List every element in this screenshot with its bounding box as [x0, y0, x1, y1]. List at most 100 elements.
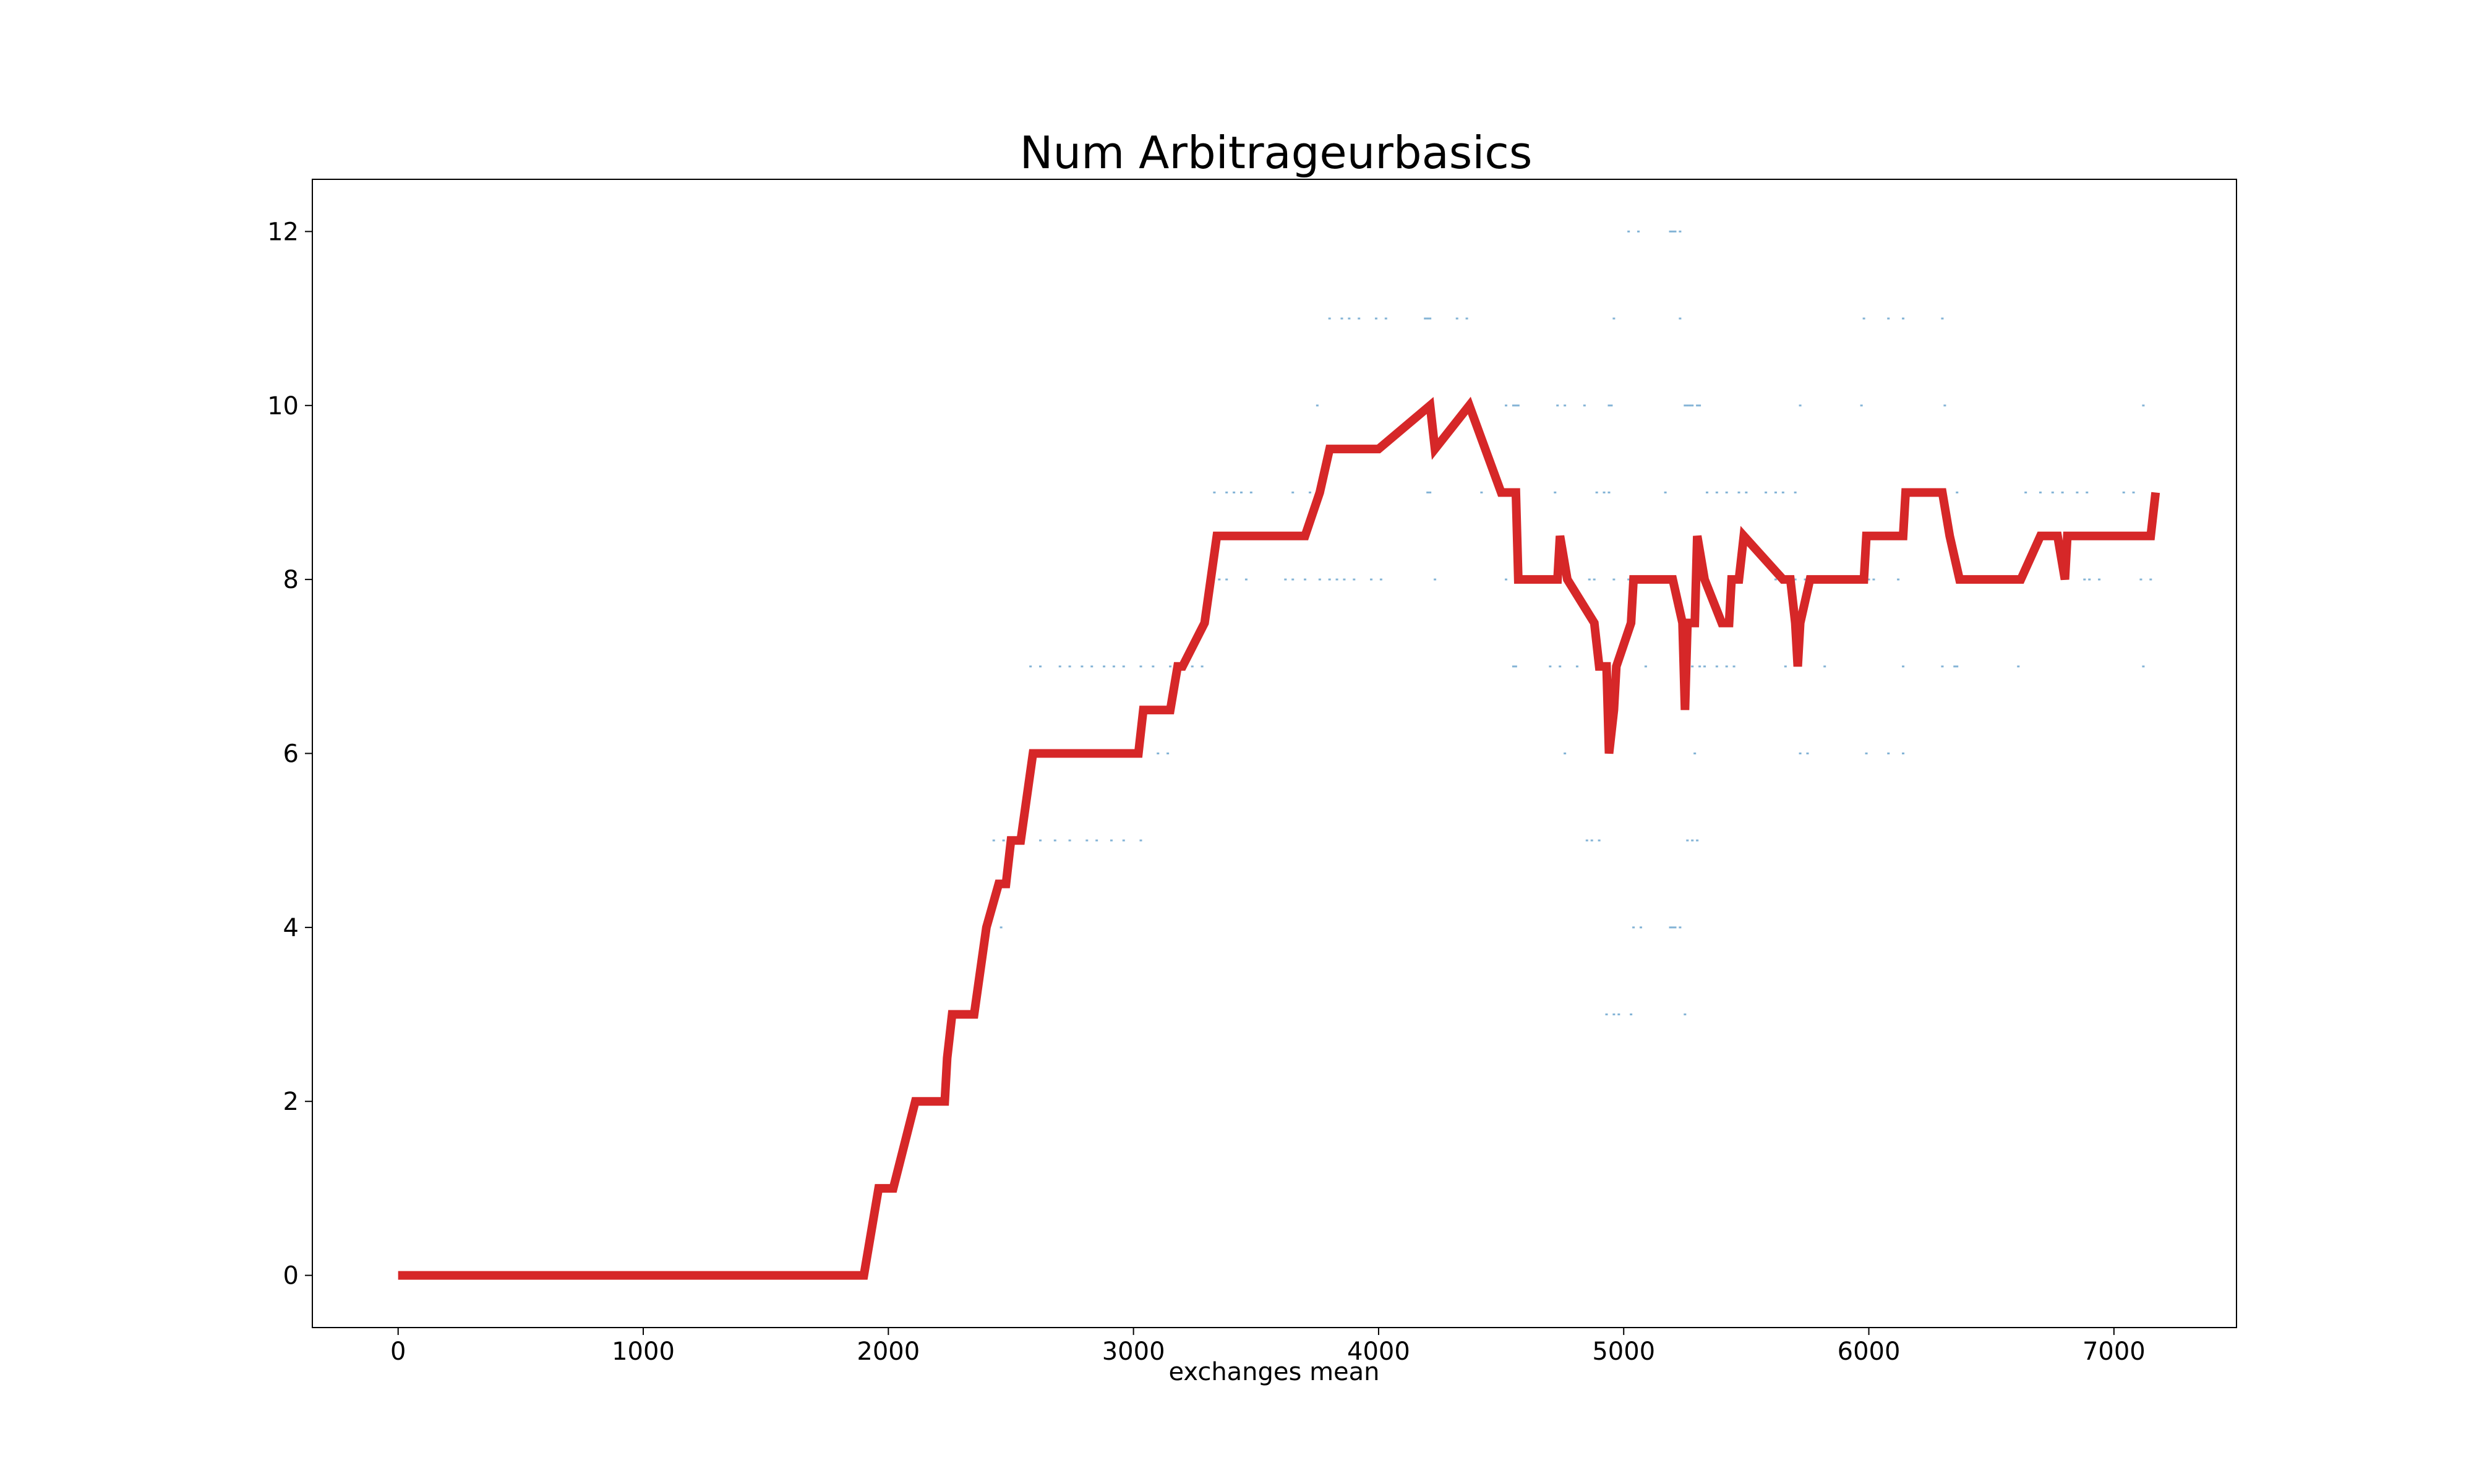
scatter-point: [1671, 230, 1674, 232]
scatter-point: [1429, 317, 1432, 320]
x-tick-label: 4000: [1347, 1337, 1410, 1366]
scatter-point: [1674, 230, 1677, 232]
scatter-point: [1627, 578, 1630, 581]
scatter-point: [1112, 665, 1115, 668]
scatter-point: [2149, 578, 2152, 581]
scatter-point: [1585, 839, 1588, 842]
scatter-point: [1514, 665, 1517, 668]
scatter-point: [1669, 926, 1672, 929]
scatter-point: [1169, 665, 1172, 668]
scatter-point: [1426, 491, 1429, 493]
scatter-point: [1455, 317, 1458, 320]
scatter-point: [1575, 665, 1578, 668]
scatter-point: [1799, 753, 1802, 754]
scatter-point: [1090, 665, 1094, 668]
scatter-point: [1732, 665, 1736, 668]
scatter-point: [1384, 317, 1387, 320]
scatter-point: [1328, 578, 1331, 581]
scatter-point: [1941, 317, 1944, 320]
scatter-point: [1505, 404, 1508, 407]
scatter-point: [1068, 839, 1071, 842]
scatter-point: [1630, 1013, 1633, 1016]
scatter-point: [1664, 491, 1667, 493]
scatter-point: [1804, 578, 1807, 581]
scatter-point: [1595, 491, 1598, 493]
scatter-point: [1429, 491, 1432, 493]
scatter-point: [1644, 665, 1647, 668]
scatter-point: [1612, 578, 1616, 581]
scatter-point: [1725, 665, 1728, 668]
scatter-point: [992, 839, 995, 842]
scatter-point: [1956, 491, 1959, 493]
scatter-point: [1564, 404, 1567, 407]
scatter-point: [1348, 317, 1351, 320]
scatter-point: [1693, 753, 1697, 754]
scatter-point: [1691, 839, 1694, 842]
scatter-point: [2061, 491, 2064, 493]
scatter-point: [1505, 578, 1508, 581]
scatter-point: [1617, 1013, 1620, 1016]
scatter-point: [1941, 665, 1944, 668]
scatter-point: [1424, 317, 1427, 320]
scatter-point: [1139, 839, 1142, 842]
scatter-point: [2098, 578, 2101, 581]
scatter-point: [1249, 491, 1252, 493]
scatter-point: [1514, 404, 1517, 407]
chart-title: Num Arbitrageurbasics: [1020, 127, 1533, 179]
scatter-point: [1823, 665, 1826, 668]
scatter-point: [1379, 578, 1382, 581]
scatter-point: [1218, 578, 1221, 581]
scatter-point: [1691, 665, 1694, 668]
scatter-point: [1593, 578, 1596, 581]
scatter-point: [1598, 839, 1601, 842]
scatter-point: [2076, 491, 2079, 493]
scatter-point: [1686, 404, 1689, 407]
scatter-point: [1039, 665, 1042, 668]
scatter-point: [1897, 578, 1900, 581]
y-tick-label: 2: [283, 1088, 299, 1116]
scatter-point: [1353, 578, 1356, 581]
scatter-point: [1703, 665, 1706, 668]
scatter-point: [1715, 665, 1718, 668]
scatter-point: [1865, 753, 1868, 754]
scatter-point: [1328, 317, 1331, 320]
scatter-point: [1674, 926, 1677, 929]
scatter-point: [1953, 665, 1956, 668]
scatter-point: [1715, 491, 1718, 493]
y-tick-label: 10: [267, 392, 299, 420]
scatter-point: [1745, 491, 1748, 493]
scatter-point: [1343, 578, 1346, 581]
scatter-point: [1612, 317, 1616, 320]
scatter-point: [1794, 578, 1797, 581]
scatter-point: [1335, 578, 1338, 581]
scatter-point: [1512, 404, 1515, 407]
line-series: [398, 396, 2160, 1280]
scatter-point: [1370, 578, 1373, 581]
scatter-point: [1068, 665, 1071, 668]
scatter-point: [1696, 839, 1699, 842]
x-tick-label: 1000: [612, 1337, 675, 1366]
scatter-point: [1799, 404, 1802, 407]
scatter-point: [1765, 491, 1768, 493]
scatter-point: [1632, 926, 1635, 929]
scatter-point: [1304, 578, 1307, 581]
scatter-point: [999, 926, 1003, 929]
scatter-point: [1583, 404, 1586, 407]
plot-area: [398, 230, 2160, 1280]
scatter-point: [2132, 491, 2135, 493]
scatter-point: [1698, 404, 1701, 407]
scatter-point: [1684, 1013, 1687, 1016]
scatter-point: [1689, 404, 1692, 407]
scatter-point: [1095, 839, 1098, 842]
scatter-point: [2017, 665, 2020, 668]
scatter-point: [1902, 317, 1905, 320]
scatter-point: [1669, 230, 1672, 232]
scatter-point: [1110, 839, 1113, 842]
scatter-point: [1559, 665, 1562, 668]
scatter-point: [1679, 230, 1682, 232]
scatter-point: [1774, 578, 1777, 581]
scatter-point: [1318, 578, 1321, 581]
scatter-point: [1637, 230, 1640, 232]
